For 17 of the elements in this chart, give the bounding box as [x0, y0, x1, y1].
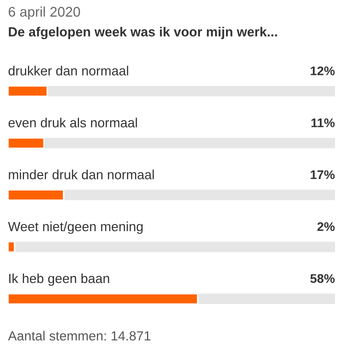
y-tick-label: drukker dan normaal	[8, 66, 128, 76]
data-label: 11%	[311, 118, 335, 128]
bar	[8, 137, 45, 149]
y-tick-label: Ik heb geen baan	[9, 273, 110, 286]
text: Aantal stemmen: 14.871	[8, 330, 150, 341]
bar	[8, 85, 48, 98]
data-label: 12%	[310, 66, 335, 76]
bar	[8, 189, 64, 201]
y-tick-label: even druk als normaal	[8, 118, 137, 128]
y-tick-label: minder druk dan normaal	[8, 170, 154, 180]
y-tick-label: Weet niet/geen mening	[8, 222, 143, 234]
data-label: 17%	[310, 170, 335, 180]
data-label: 2%	[317, 222, 335, 232]
chart-title: De afgelopen week was ik voor mijn werk...	[8, 26, 277, 40]
data-label: 58%	[310, 274, 335, 283]
chart-subtitle: 6 april 2020	[8, 6, 80, 20]
bar	[8, 241, 16, 253]
